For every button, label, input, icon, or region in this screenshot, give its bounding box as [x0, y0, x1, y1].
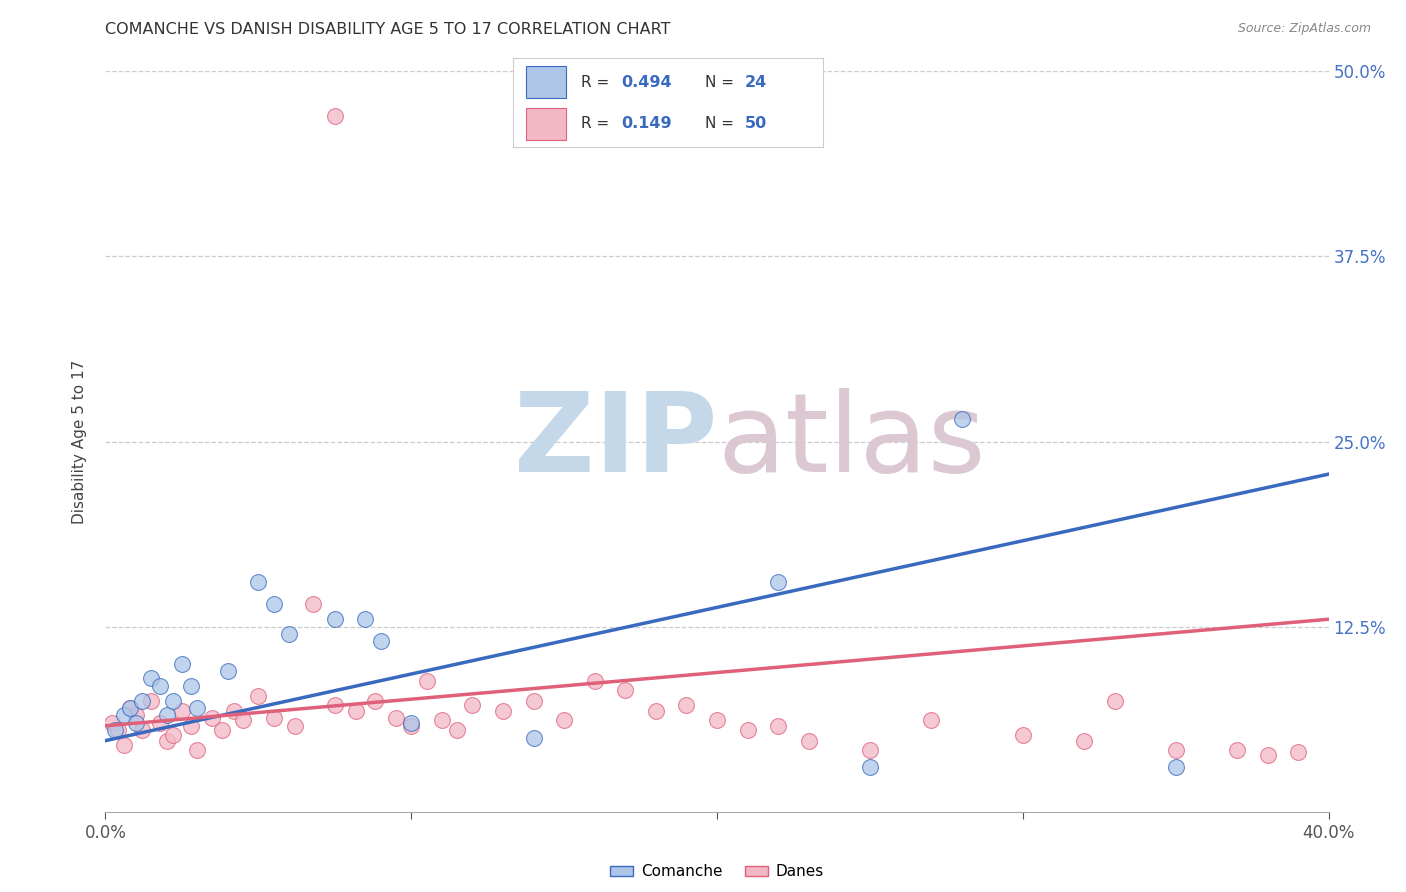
Text: 0.494: 0.494: [621, 75, 672, 89]
FancyBboxPatch shape: [526, 66, 565, 98]
Point: [170, 704, 193, 718]
Point: [149, 679, 172, 693]
Point: [553, 713, 575, 727]
Point: [768, 575, 790, 590]
Point: [100, 715, 122, 730]
Point: [401, 715, 423, 730]
Legend: Comanche, Danes: Comanche, Danes: [605, 858, 830, 886]
Point: [222, 704, 245, 718]
Point: [112, 708, 135, 723]
Text: R =: R =: [581, 75, 614, 89]
Point: [644, 704, 666, 718]
Point: [162, 728, 184, 742]
Point: [278, 627, 301, 641]
Point: [737, 723, 759, 738]
Point: [446, 723, 468, 738]
FancyBboxPatch shape: [526, 108, 565, 140]
Point: [1164, 742, 1187, 756]
Point: [323, 612, 346, 626]
Point: [302, 598, 325, 612]
Point: [323, 109, 346, 123]
Point: [1104, 694, 1126, 708]
Point: [354, 612, 377, 626]
Point: [583, 674, 606, 689]
Point: [706, 713, 728, 727]
Point: [131, 694, 153, 708]
Point: [170, 657, 193, 671]
Point: [118, 701, 141, 715]
Text: N =: N =: [704, 117, 738, 131]
Point: [118, 701, 141, 715]
Point: [155, 708, 177, 723]
Point: [141, 694, 163, 708]
Point: [1286, 746, 1309, 760]
Point: [768, 719, 790, 733]
Point: [263, 598, 285, 612]
Point: [323, 698, 346, 712]
Point: [363, 694, 385, 708]
Point: [107, 723, 129, 738]
Point: [523, 731, 546, 745]
Text: Source: ZipAtlas.com: Source: ZipAtlas.com: [1237, 22, 1371, 36]
Point: [104, 723, 127, 738]
Text: R =: R =: [581, 117, 614, 131]
Point: [149, 715, 172, 730]
Point: [523, 694, 546, 708]
Point: [186, 742, 208, 756]
Point: [141, 672, 163, 686]
Point: [180, 679, 202, 693]
Text: 50: 50: [745, 117, 768, 131]
Text: ZIP: ZIP: [513, 388, 717, 495]
Point: [155, 733, 177, 747]
Point: [859, 760, 882, 774]
Point: [112, 738, 135, 752]
Point: [1226, 742, 1249, 756]
Point: [232, 713, 254, 727]
Point: [1256, 748, 1278, 763]
Point: [247, 690, 270, 704]
Point: [201, 711, 224, 725]
Point: [675, 698, 697, 712]
Text: atlas: atlas: [717, 388, 986, 495]
Point: [1164, 760, 1187, 774]
Point: [211, 723, 233, 738]
Point: [162, 694, 184, 708]
Point: [614, 683, 637, 698]
Point: [344, 704, 367, 718]
Point: [1011, 728, 1033, 742]
Point: [247, 575, 270, 590]
Point: [461, 698, 484, 712]
Point: [131, 723, 153, 738]
Point: [1073, 733, 1095, 747]
Point: [950, 412, 973, 426]
Point: [370, 634, 392, 648]
Point: [430, 713, 453, 727]
Point: [284, 719, 307, 733]
Text: N =: N =: [704, 75, 738, 89]
Point: [401, 719, 423, 733]
Point: [797, 733, 820, 747]
Point: [385, 711, 408, 725]
Text: 0.149: 0.149: [621, 117, 672, 131]
Point: [859, 742, 882, 756]
Point: [125, 715, 148, 730]
Text: 24: 24: [745, 75, 768, 89]
Point: [920, 713, 942, 727]
Point: [186, 701, 208, 715]
Point: [217, 664, 239, 678]
Text: COMANCHE VS DANISH DISABILITY AGE 5 TO 17 CORRELATION CHART: COMANCHE VS DANISH DISABILITY AGE 5 TO 1…: [105, 22, 671, 37]
Point: [125, 708, 148, 723]
Point: [415, 674, 437, 689]
Point: [492, 704, 515, 718]
Point: [263, 711, 285, 725]
Point: [180, 719, 202, 733]
Y-axis label: Disability Age 5 to 17: Disability Age 5 to 17: [72, 359, 87, 524]
